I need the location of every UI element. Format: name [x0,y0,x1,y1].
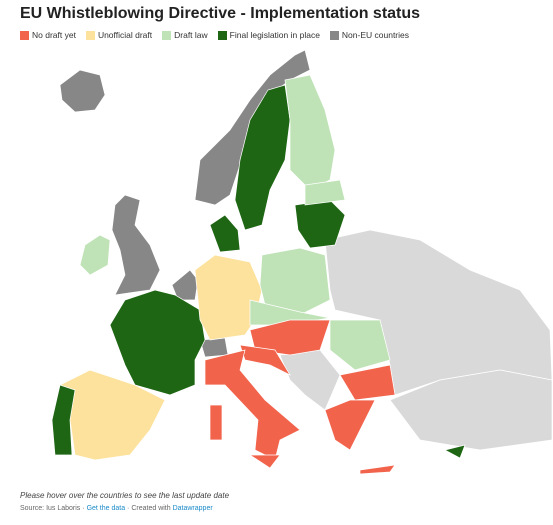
credit-link[interactable]: Datawrapper [172,505,213,512]
country[interactable] [389,369,553,451]
legend-label: Draft law [174,30,208,40]
country[interactable] [359,464,396,475]
created-text: Created with [131,505,171,512]
country[interactable] [239,344,291,376]
country[interactable] [259,247,331,316]
legend-swatch [20,30,29,40]
source: Source: Ius Laboris · Get the data · Cre… [20,505,213,512]
country[interactable] [324,399,376,451]
source-text: Source: Ius Laboris [20,505,81,512]
legend-swatch [329,30,339,40]
country[interactable] [444,444,466,459]
country[interactable] [204,349,301,461]
separator: · [82,505,85,512]
country[interactable] [79,234,111,276]
country[interactable] [109,289,206,396]
separator: · [127,505,130,512]
country[interactable] [339,364,396,401]
legend-swatch [162,30,172,40]
country[interactable] [111,194,161,296]
legend-item: Non-EU countries [329,30,410,40]
country[interactable] [209,404,223,441]
legend-label: Final legislation in place [229,30,320,40]
country[interactable] [51,384,76,456]
country[interactable] [324,229,553,396]
legend-item: Unofficial draft [85,30,153,40]
title: EU Whistleblowing Directive - Implementa… [20,5,421,22]
country[interactable] [248,454,281,469]
country[interactable] [194,49,311,206]
legend-label: Non-EU countries [341,30,410,40]
legend-swatch [85,30,95,40]
legend-swatch [217,30,227,40]
country[interactable] [209,214,241,253]
country[interactable] [304,179,346,206]
legend-item: Draft law [162,30,208,40]
country[interactable] [279,349,341,411]
legend-item: Final legislation in place [217,30,320,40]
legend-item: No draft yet [20,30,76,40]
data-link[interactable]: Get the data [86,505,126,512]
legend: No draft yet Unofficial draft Draft law Fin… [20,30,409,40]
country[interactable] [234,84,291,231]
country[interactable] [194,254,263,341]
legend-label: No draft yet [32,30,76,40]
legend-label: Unofficial draft [97,30,153,40]
country[interactable] [329,319,391,371]
country[interactable] [59,369,166,461]
country[interactable] [284,74,336,191]
country[interactable] [59,69,106,113]
map [51,49,553,475]
note: Please hover over the countries to see t… [20,491,230,500]
